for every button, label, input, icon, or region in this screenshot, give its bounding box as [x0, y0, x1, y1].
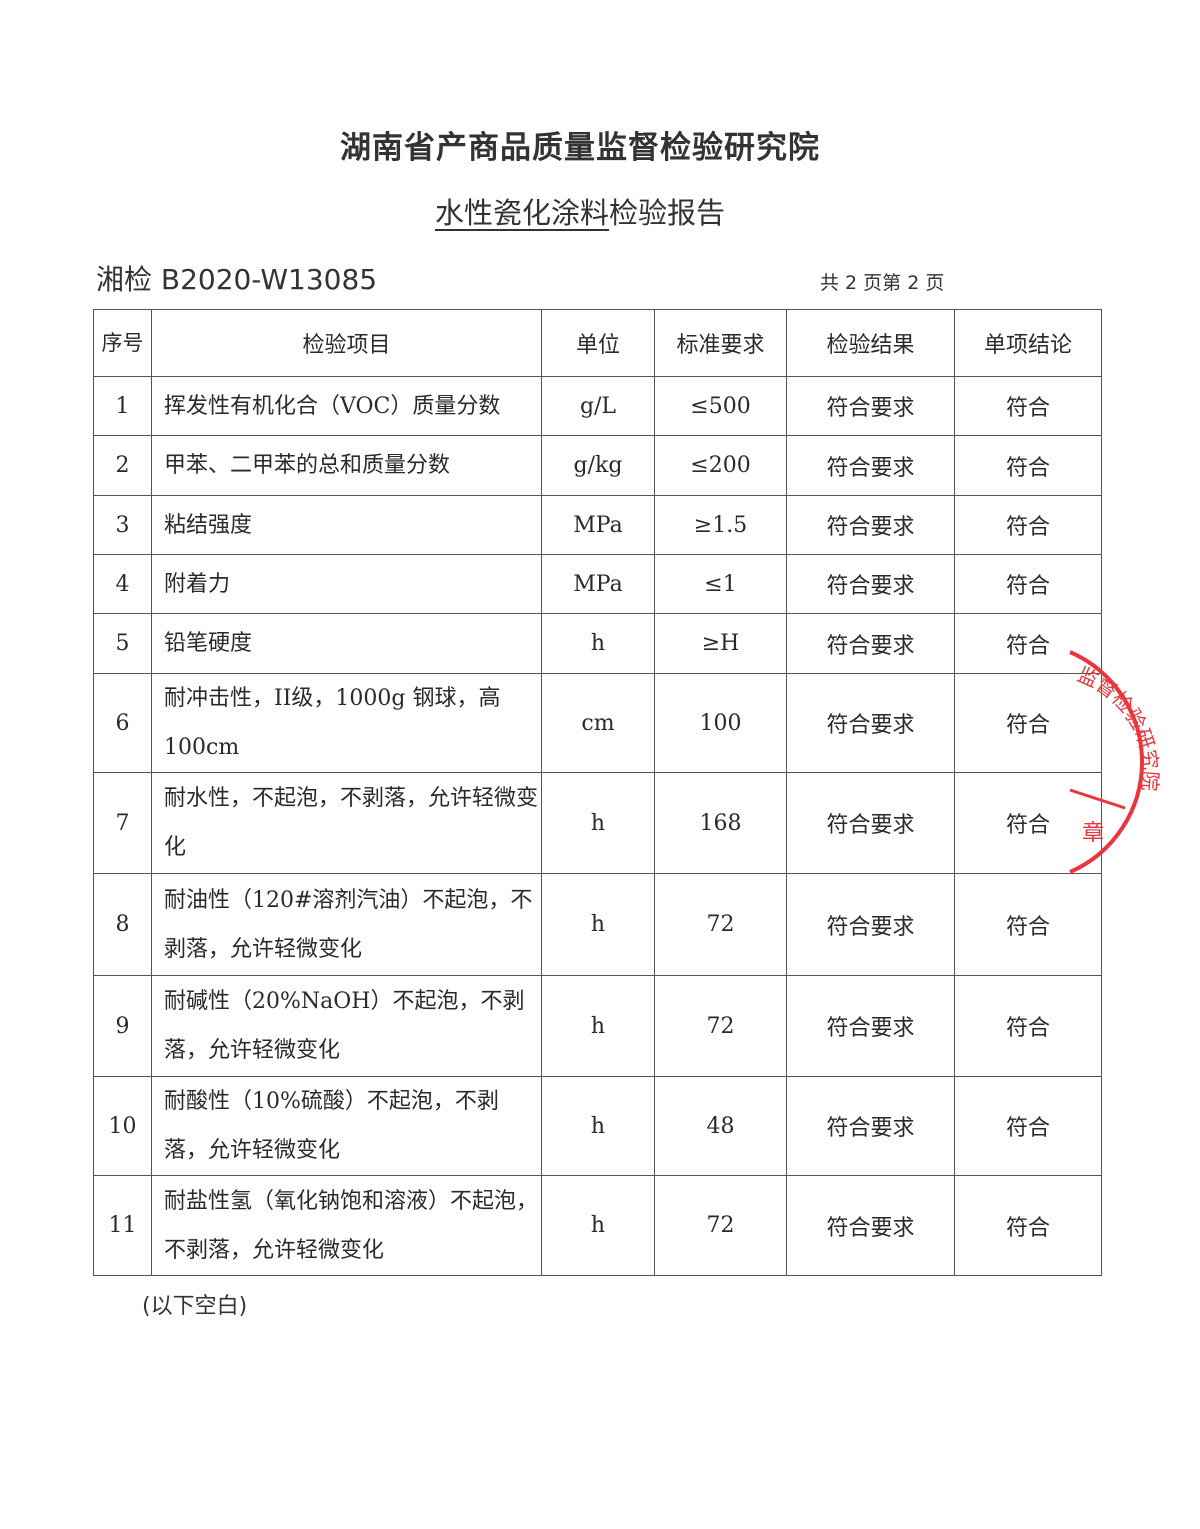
test-item: 耐油性（120#溶剂汽油）不起泡，不剥落，允许轻微变化	[151, 873, 542, 976]
unit: h	[541, 975, 655, 1077]
test-item: 耐冲击性，II级，1000g 钢球，高100cm	[151, 673, 542, 773]
test-result: 符合要求	[786, 1175, 955, 1276]
table-header-row: 序号 检验项目 单位 标准要求 检验结果 单项结论	[93, 309, 1102, 377]
unit: h	[541, 1076, 655, 1176]
table-row: 11 耐盐性氢（氧化钠饱和溶液）不起泡，不剥落，允许轻微变化 h 72 符合要求 符合	[93, 1175, 1102, 1276]
row-number: 8	[93, 873, 152, 976]
table-row: 6 耐冲击性，II级，1000g 钢球，高100cm cm 100 符合要求 符合	[93, 673, 1102, 773]
test-result: 符合要求	[786, 873, 955, 976]
column-header: 检验项目	[151, 309, 542, 377]
table-row: 7 耐水性，不起泡，不剥落，允许轻微变化 h 168 符合要求 符合	[93, 772, 1102, 874]
report-number: 湘检 B2020-W13085	[96, 263, 378, 296]
test-result: 符合要求	[786, 495, 955, 555]
standard-requirement: 168	[654, 772, 787, 874]
standard-requirement: ≤1	[654, 554, 787, 614]
row-number: 11	[93, 1175, 152, 1276]
standard-requirement: ≥1.5	[654, 495, 787, 555]
organization-name: 湖南省产商品质量监督检验研究院	[340, 130, 820, 166]
row-number: 5	[93, 613, 152, 674]
conclusion: 符合	[954, 772, 1102, 874]
conclusion: 符合	[954, 673, 1102, 773]
column-header: 单位	[541, 309, 655, 377]
table-row: 3 粘结强度 MPa ≥1.5 符合要求 符合	[93, 495, 1102, 555]
unit: h	[541, 1175, 655, 1276]
row-number: 9	[93, 975, 152, 1077]
column-header: 单项结论	[954, 309, 1102, 377]
conclusion: 符合	[954, 613, 1102, 674]
report-title: 水性瓷化涂料检验报告	[0, 190, 1160, 232]
seal-suffix: 章	[1082, 821, 1104, 846]
conclusion: 符合	[954, 495, 1102, 555]
test-item: 甲苯、二甲苯的总和质量分数	[151, 435, 542, 496]
table-row: 9 耐碱性（20%NaOH）不起泡，不剥落，允许轻微变化 h 72 符合要求 符合	[93, 975, 1102, 1077]
standard-requirement: 72	[654, 1175, 787, 1276]
conclusion: 符合	[954, 975, 1102, 1077]
column-header: 序号	[93, 309, 152, 377]
conclusion: 符合	[954, 1175, 1102, 1276]
unit: g/kg	[541, 435, 655, 496]
unit: g/L	[541, 376, 655, 436]
unit: h	[541, 873, 655, 976]
standard-requirement: 72	[654, 873, 787, 976]
table-row: 8 耐油性（120#溶剂汽油）不起泡，不剥落，允许轻微变化 h 72 符合要求 符合	[93, 873, 1102, 976]
conclusion: 符合	[954, 435, 1102, 496]
standard-requirement: ≥H	[654, 613, 787, 674]
test-result: 符合要求	[786, 1076, 955, 1176]
column-header: 检验结果	[786, 309, 955, 377]
table-row: 4 附着力 MPa ≤1 符合要求 符合	[93, 554, 1102, 614]
conclusion: 符合	[954, 376, 1102, 436]
test-result: 符合要求	[786, 772, 955, 874]
table-row: 1 挥发性有机化合（VOC）质量分数 g/L ≤500 符合要求 符合	[93, 376, 1102, 436]
column-header: 标准要求	[654, 309, 787, 377]
row-number: 10	[93, 1076, 152, 1176]
seal-text: 监督检验研究院	[1074, 662, 1163, 792]
unit: h	[541, 772, 655, 874]
test-result: 符合要求	[786, 554, 955, 614]
standard-requirement: ≤500	[654, 376, 787, 436]
row-number: 4	[93, 554, 152, 614]
row-number: 1	[93, 376, 152, 436]
test-result: 符合要求	[786, 435, 955, 496]
test-item: 耐水性，不起泡，不剥落，允许轻微变化	[151, 772, 542, 874]
blank-note: (以下空白)	[142, 1294, 248, 1319]
standard-requirement: ≤200	[654, 435, 787, 496]
standard-requirement: 48	[654, 1076, 787, 1176]
standard-requirement: 72	[654, 975, 787, 1077]
official-seal: 监督检验研究院 章	[1069, 650, 1163, 874]
test-result: 符合要求	[786, 673, 955, 773]
test-item: 粘结强度	[151, 495, 542, 555]
standard-requirement: 100	[654, 673, 787, 773]
test-result: 符合要求	[786, 613, 955, 674]
report-type: 检验报告	[609, 196, 726, 230]
unit: MPa	[541, 495, 655, 555]
test-item: 附着力	[151, 554, 542, 614]
test-item: 铅笔硬度	[151, 613, 542, 674]
product-name: 水性瓷化涂料	[434, 196, 609, 230]
page-info: 共 2 页第 2 页	[820, 272, 945, 294]
row-number: 6	[93, 673, 152, 773]
test-item: 耐碱性（20%NaOH）不起泡，不剥落，允许轻微变化	[151, 975, 542, 1077]
test-item: 耐盐性氢（氧化钠饱和溶液）不起泡，不剥落，允许轻微变化	[151, 1175, 542, 1276]
conclusion: 符合	[954, 1076, 1102, 1176]
row-number: 2	[93, 435, 152, 496]
row-number: 3	[93, 495, 152, 555]
table-row: 10 耐酸性（10%硫酸）不起泡，不剥落，允许轻微变化 h 48 符合要求 符合	[93, 1076, 1102, 1176]
unit: cm	[541, 673, 655, 773]
unit: MPa	[541, 554, 655, 614]
test-result: 符合要求	[786, 975, 955, 1077]
inspection-table: 序号 检验项目 单位 标准要求 检验结果 单项结论 1 挥发性有机化合（VOC）质量分数 g/…	[93, 309, 1102, 1276]
row-number: 7	[93, 772, 152, 874]
test-item: 耐酸性（10%硫酸）不起泡，不剥落，允许轻微变化	[151, 1076, 542, 1176]
table-row: 2 甲苯、二甲苯的总和质量分数 g/kg ≤200 符合要求 符合	[93, 435, 1102, 496]
test-result: 符合要求	[786, 376, 955, 436]
conclusion: 符合	[954, 554, 1102, 614]
test-item: 挥发性有机化合（VOC）质量分数	[151, 376, 542, 436]
table-row: 5 铅笔硬度 h ≥H 符合要求 符合	[93, 613, 1102, 674]
unit: h	[541, 613, 655, 674]
